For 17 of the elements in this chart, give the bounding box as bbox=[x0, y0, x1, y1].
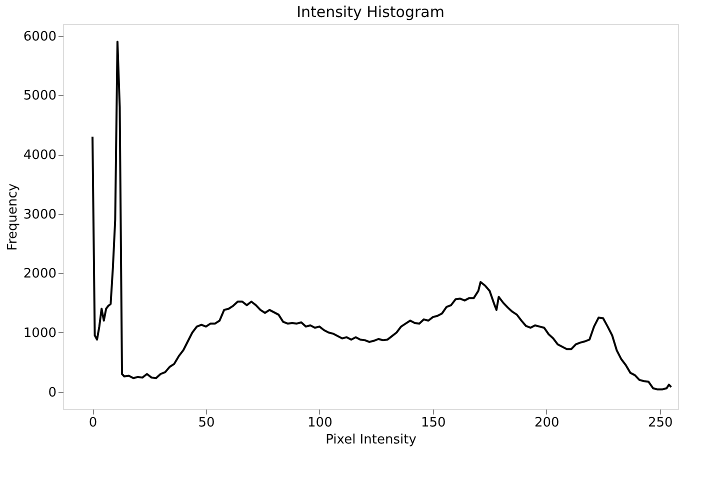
x-tick-label: 250 bbox=[648, 416, 673, 430]
y-axis-title: Frequency bbox=[5, 183, 20, 251]
y-tick-label: 6000 bbox=[23, 29, 56, 44]
line-series bbox=[92, 40, 672, 390]
y-tick-label: 1000 bbox=[23, 326, 56, 341]
x-tick-label: 0 bbox=[88, 416, 98, 430]
x-tick-label: 200 bbox=[534, 416, 560, 430]
y-tick-label: 5000 bbox=[23, 88, 56, 104]
y-tick-label: 3000 bbox=[23, 207, 56, 222]
x-tick-label: 50 bbox=[198, 416, 215, 430]
y-tick-label: 2000 bbox=[23, 266, 56, 282]
x-tick-label: 100 bbox=[308, 416, 332, 430]
chart-title: Intensity Histogram bbox=[296, 3, 444, 21]
y-tick-label: 4000 bbox=[23, 148, 56, 164]
y-tick-label: 0 bbox=[48, 385, 56, 400]
x-tick-label: 150 bbox=[420, 416, 446, 430]
x-axis-title: Pixel Intensity bbox=[326, 432, 417, 448]
